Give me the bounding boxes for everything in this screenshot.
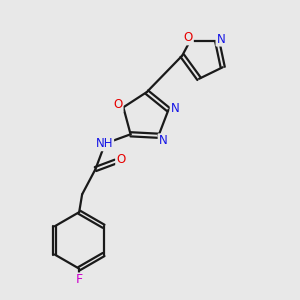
- Text: NH: NH: [96, 137, 113, 150]
- Text: N: N: [159, 134, 167, 147]
- Text: O: O: [116, 153, 125, 166]
- Text: N: N: [171, 102, 179, 115]
- Text: F: F: [76, 273, 83, 286]
- Text: O: O: [113, 98, 123, 111]
- Text: O: O: [184, 32, 193, 44]
- Text: N: N: [216, 33, 225, 46]
